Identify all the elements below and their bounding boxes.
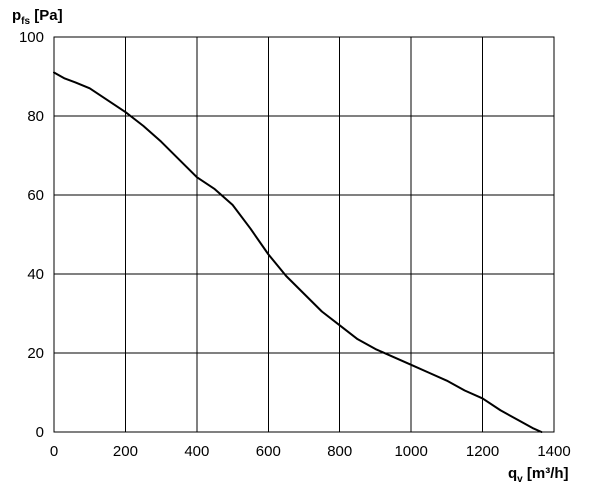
y-axis-label-main: p	[12, 7, 21, 24]
y-tick-label: 60	[27, 187, 44, 204]
x-tick-labels: 0 200 400 600 800 1000 1200 1400	[50, 443, 571, 460]
x-axis-label: qv [m³/h]	[508, 465, 569, 485]
x-tick-label: 1200	[466, 443, 499, 460]
y-axis-label-unit: [Pa]	[30, 7, 63, 24]
x-tick-label: 400	[184, 443, 209, 460]
x-tick-label: 1400	[537, 443, 570, 460]
x-axis-label-unit: [m³/h]	[523, 465, 569, 482]
x-tick-label: 600	[256, 443, 281, 460]
x-axis-label-sub: v	[517, 474, 523, 485]
pressure-curve	[53, 71, 543, 433]
x-tick-label: 1000	[394, 443, 427, 460]
y-tick-labels: 0 20 40 60 80 100	[19, 29, 44, 441]
y-tick-label: 40	[27, 266, 44, 283]
y-tick-label: 100	[19, 29, 44, 46]
y-tick-label: 0	[36, 424, 44, 441]
x-tick-label: 0	[50, 443, 58, 460]
y-tick-label: 80	[27, 108, 44, 125]
x-axis-label-main: q	[508, 465, 517, 482]
y-axis-label-sub: fs	[21, 16, 30, 27]
y-tick-label: 20	[27, 345, 44, 362]
grid-lines	[54, 37, 554, 432]
x-tick-label: 800	[327, 443, 352, 460]
plot-frame	[53, 36, 555, 433]
y-axis-label: pfs [Pa]	[12, 7, 63, 27]
x-tick-label: 200	[113, 443, 138, 460]
